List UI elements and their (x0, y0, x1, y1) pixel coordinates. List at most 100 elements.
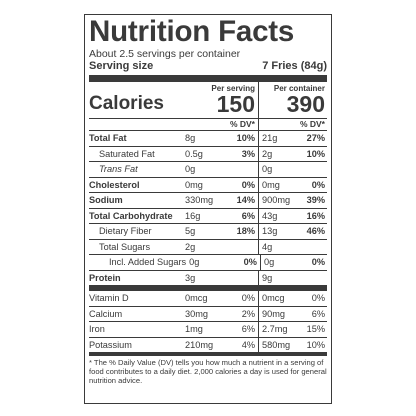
calories-per-container: 390 (286, 91, 325, 117)
amount-serving: 0mcg (185, 293, 208, 303)
dv-container (297, 162, 327, 177)
dv-container: 46% (306, 226, 325, 236)
amount-container: 2g (262, 148, 273, 159)
nutrient-row-total-fat: Total Fat 8g 10% 21g 27% (89, 130, 327, 146)
dv-container: 10% (306, 339, 325, 350)
dv-container: 0% (311, 293, 325, 303)
dv-head-container: % DV* (299, 119, 325, 129)
vitamin-name: Calcium (89, 308, 123, 319)
calories-per-serving: 150 (216, 91, 255, 117)
dv-serving (222, 270, 259, 285)
dv-serving: 6% (222, 322, 259, 337)
dv-serving: 4% (222, 337, 259, 352)
dv-serving: 6% (222, 208, 259, 223)
nutrient-name: Saturated Fat (99, 148, 155, 159)
amount-serving: 330mg (185, 195, 214, 205)
thick-divider (89, 75, 327, 82)
amount-serving: 8g (185, 133, 196, 143)
amount-container: 43g (262, 210, 278, 221)
nutrient-row-dietary-fiber: Dietary Fiber 5g 18% 13g 46% (89, 223, 327, 239)
dv-serving: 14% (222, 193, 259, 208)
amount-serving: 0mg (185, 179, 203, 190)
nutrient-rows: Total Fat 8g 10% 21g 27% Saturated Fat 0… (89, 130, 327, 285)
nutrient-row-trans-fat: Trans Fat 0g 0g (89, 161, 327, 177)
amount-container: 21g (262, 133, 278, 143)
dv-serving (222, 162, 259, 177)
amount-serving: 1mg (185, 324, 203, 334)
dv-serving: 0% (222, 291, 259, 306)
dv-container: 39% (306, 195, 325, 205)
nutrient-row-cholesterol: Cholesterol 0mg 0% 0mg 0% (89, 176, 327, 192)
calories-row: Calories Per serving 150 Per container 3… (89, 82, 327, 118)
dv-container: 16% (306, 210, 325, 221)
nutrient-row-total-carbohydrate: Total Carbohydrate 16g 6% 43g 16% (89, 207, 327, 223)
servings-per-container: About 2.5 servings per container (89, 48, 241, 60)
amount-serving: 0g (189, 257, 200, 267)
nutrient-name: Sodium (89, 195, 123, 205)
dv-head-serving: % DV* (182, 119, 259, 130)
nutrient-row-protein: Protein 3g 9g (89, 269, 327, 286)
amount-container: 9g (262, 272, 273, 283)
label-title: Nutrition Facts (89, 15, 295, 48)
amount-serving: 210mg (185, 339, 214, 350)
nutrient-name: Protein (89, 272, 121, 283)
serving-size-value: 7 Fries (84g) (262, 60, 327, 72)
amount-serving: 0g (185, 164, 196, 174)
daily-value-footnote: * The % Daily Value (DV) tells you how m… (89, 352, 327, 385)
nutrient-name: Trans Fat (99, 164, 138, 174)
dv-container (297, 271, 327, 286)
nutrient-name: Total Sugars (99, 241, 151, 252)
dv-serving: 3% (222, 146, 259, 161)
amount-serving: 2g (185, 241, 196, 252)
per-container-column: Per container 390 (259, 82, 327, 118)
amount-container: 900mg (262, 195, 291, 205)
dv-container: 15% (306, 324, 325, 334)
nutrient-name: Dietary Fiber (99, 226, 152, 236)
vitamin-row-vitamin-d: Vitamin D 0mcg 0% 0mcg 0% (89, 291, 327, 306)
vitamin-name: Vitamin D (89, 293, 129, 303)
nutrient-row-total-sugars: Total Sugars 2g 4g (89, 238, 327, 255)
amount-container: 4g (262, 241, 273, 252)
dv-header-row: % DV* % DV* (89, 118, 327, 130)
per-container-head: Per container (273, 84, 325, 93)
dv-serving (222, 239, 259, 254)
nutrient-row-sodium: Sodium 330mg 14% 900mg 39% (89, 192, 327, 208)
amount-container: 90mg (262, 308, 285, 319)
amount-serving: 30mg (185, 308, 208, 319)
nutrient-name: Incl. Added Sugars (109, 257, 187, 267)
amount-container: 13g (262, 226, 278, 236)
vitamin-name: Iron (89, 324, 105, 334)
serving-size-label: Serving size (89, 60, 154, 72)
amount-container: 0mg (262, 179, 280, 190)
dv-serving: 10% (222, 131, 259, 146)
thick-divider (89, 285, 327, 291)
vitamin-row-iron: Iron 1mg 6% 2.7mg 15% (89, 321, 327, 337)
vitamin-row-calcium: Calcium 30mg 2% 90mg 6% (89, 305, 327, 321)
serving-size-row: Serving size 7 Fries (84g) (89, 60, 327, 73)
dv-serving: 2% (222, 306, 259, 321)
nutrient-name: Cholesterol (89, 179, 140, 190)
nutrient-name: Total Carbohydrate (89, 210, 173, 221)
dv-container (297, 240, 327, 255)
nutrition-facts-label: Nutrition Facts About 2.5 servings per c… (84, 14, 332, 404)
dv-container: 0% (311, 179, 325, 190)
vitamin-row-potassium: Potassium 210mg 4% 580mg 10% (89, 336, 327, 352)
nutrient-name: Total Fat (89, 133, 127, 143)
amount-container: 0g (262, 164, 273, 174)
vitamin-name: Potassium (89, 339, 132, 350)
nutrient-row-added-sugars: Incl. Added Sugars 0g 0% 0g 0% (89, 254, 327, 270)
dv-container: 10% (306, 148, 325, 159)
amount-serving: 5g (185, 226, 196, 236)
amount-container: 0mcg (262, 293, 285, 303)
nutrient-row-saturated-fat: Saturated Fat 0.5g 3% 2g 10% (89, 145, 327, 161)
per-serving-column: Per serving 150 (181, 82, 259, 118)
amount-container: 580mg (262, 339, 291, 350)
dv-serving: 0% (225, 255, 261, 270)
amount-serving: 16g (185, 210, 201, 221)
dv-container: 0% (311, 257, 325, 267)
amount-container: 0g (263, 257, 275, 267)
dv-serving: 0% (222, 177, 259, 192)
dv-container: 6% (311, 308, 325, 319)
amount-serving: 3g (185, 272, 196, 283)
amount-serving: 0.5g (185, 148, 203, 159)
